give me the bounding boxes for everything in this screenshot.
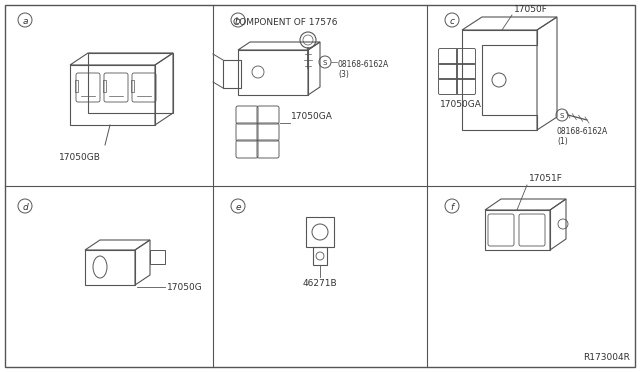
Bar bbox=[306, 217, 334, 247]
Text: 17050F: 17050F bbox=[514, 5, 548, 14]
Text: b: b bbox=[235, 16, 241, 26]
Text: 17050G: 17050G bbox=[167, 282, 203, 292]
Text: S: S bbox=[560, 112, 564, 119]
Text: R173004R: R173004R bbox=[583, 353, 630, 362]
Text: COMPONENT OF 17576: COMPONENT OF 17576 bbox=[233, 18, 337, 27]
Text: f: f bbox=[451, 202, 454, 212]
Text: 08168-6162A
(3): 08168-6162A (3) bbox=[338, 60, 389, 79]
Bar bbox=[131, 80, 134, 92]
Bar bbox=[103, 80, 106, 92]
Text: 17051F: 17051F bbox=[529, 174, 563, 183]
Text: 17050GA: 17050GA bbox=[440, 100, 482, 109]
Text: e: e bbox=[236, 202, 241, 212]
Bar bbox=[313, 247, 327, 265]
Text: 17050GA: 17050GA bbox=[291, 112, 333, 121]
Text: S: S bbox=[323, 60, 327, 65]
Text: a: a bbox=[22, 16, 28, 26]
Text: 17050GB: 17050GB bbox=[59, 153, 101, 162]
Bar bbox=[75, 80, 78, 92]
Text: 46271B: 46271B bbox=[303, 279, 337, 288]
Text: d: d bbox=[22, 202, 28, 212]
Text: c: c bbox=[449, 16, 454, 26]
Text: 08168-6162A
(1): 08168-6162A (1) bbox=[557, 127, 608, 147]
